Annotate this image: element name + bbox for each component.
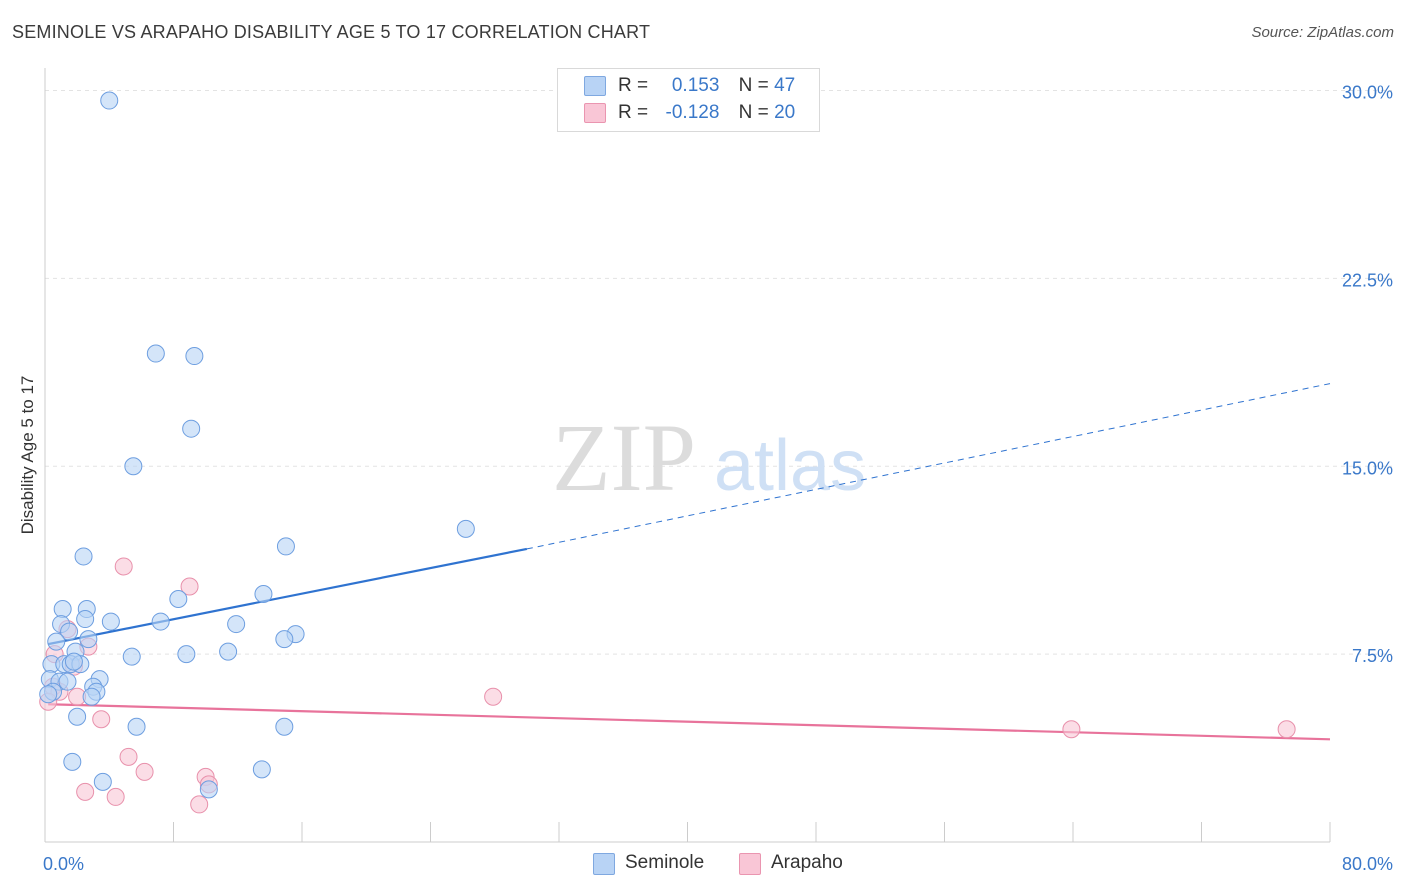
y-tick-label: 22.5%: [1342, 270, 1393, 290]
seminole-point: [177, 645, 196, 664]
arapaho-trend-line: [48, 703, 1331, 741]
n-value: 20: [774, 102, 796, 123]
seminole-trend-line: [47, 547, 528, 646]
seminole-point: [53, 600, 72, 619]
r-label: R =: [618, 102, 649, 123]
seminole-point: [74, 547, 93, 566]
seminole-point: [68, 707, 87, 726]
seminole-point: [275, 630, 294, 649]
seminole-point: [100, 91, 119, 110]
seminole-point: [124, 457, 143, 476]
seminole-point: [63, 752, 82, 771]
seminole-point: [58, 672, 77, 691]
arapaho-swatch: [739, 853, 761, 875]
x-tick-label: 80.0%: [1342, 854, 1393, 874]
seminole-point: [227, 615, 246, 634]
seminole-point: [151, 612, 170, 631]
watermark-zip: ZIP: [552, 404, 696, 511]
stats-legend: R = 0.153 N = 47 R = -0.128 N = 20: [557, 68, 820, 132]
seminole-swatch: [584, 76, 606, 96]
y-tick-label: 30.0%: [1342, 83, 1393, 103]
watermark: ZIP atlas: [552, 404, 866, 511]
n-label: N =: [738, 75, 769, 96]
arapaho-point: [119, 747, 138, 766]
seminole-point: [182, 419, 201, 438]
seminole-point: [82, 687, 101, 706]
seminole-label: Seminole: [625, 852, 705, 873]
r-label: R =: [618, 75, 649, 96]
source-label: Source: ZipAtlas.com: [1251, 24, 1394, 41]
arapaho-point: [484, 687, 503, 706]
seminole-point: [47, 632, 66, 651]
trend-lines: [47, 383, 1331, 741]
arapaho-point: [106, 787, 125, 806]
seminole-point: [254, 585, 273, 604]
n-value: 47: [774, 75, 796, 96]
gridlines: [45, 90, 1392, 655]
arapaho-point: [190, 795, 209, 814]
arapaho-point: [180, 577, 199, 596]
n-label: N =: [738, 102, 769, 123]
arapaho-point: [92, 710, 111, 729]
arapaho-point: [1062, 720, 1081, 739]
seminole-point: [60, 622, 79, 641]
seminole-swatch: [593, 853, 615, 875]
seminole-point: [64, 652, 83, 671]
chart-title: SEMINOLE VS ARAPAHO DISABILITY AGE 5 TO …: [12, 22, 651, 42]
arapaho-point: [1277, 720, 1296, 739]
seminole-point: [79, 630, 98, 649]
seminole-point: [252, 760, 271, 779]
arapaho-point: [76, 782, 95, 801]
seminole-point: [76, 610, 95, 629]
seminole-point: [456, 519, 475, 538]
seminole-point: [146, 344, 165, 363]
seminole-trend-line-extrapolated: [526, 383, 1331, 550]
seminole-point: [185, 347, 204, 366]
seminole-point: [199, 780, 218, 799]
y-tick-label: 7.5%: [1352, 646, 1393, 666]
seminole-point: [39, 685, 58, 704]
seminole-point: [275, 717, 294, 736]
data-points: [39, 91, 1296, 814]
watermark-atlas: atlas: [714, 426, 866, 506]
axes: [44, 68, 1331, 843]
arapaho-point: [135, 762, 154, 781]
y-axis-title: Disability Age 5 to 17: [18, 376, 37, 535]
seminole-point: [276, 537, 295, 556]
seminole-point: [122, 647, 141, 666]
arapaho-label: Arapaho: [771, 852, 843, 873]
x-tick-label: 0.0%: [43, 854, 84, 874]
seminole-point: [219, 642, 238, 661]
seminole-point: [93, 772, 112, 791]
r-value: 0.153: [671, 75, 720, 96]
seminole-point: [101, 612, 120, 631]
seminole-point: [169, 590, 188, 609]
seminole-point: [127, 717, 146, 736]
arapaho-swatch: [584, 103, 606, 123]
r-value: -0.128: [665, 102, 720, 123]
y-tick-label: 15.0%: [1342, 458, 1393, 478]
tick-labels: 7.5% 15.0% 22.5% 30.0% 0.0% 80.0%: [43, 83, 1393, 874]
arapaho-point: [114, 557, 133, 576]
